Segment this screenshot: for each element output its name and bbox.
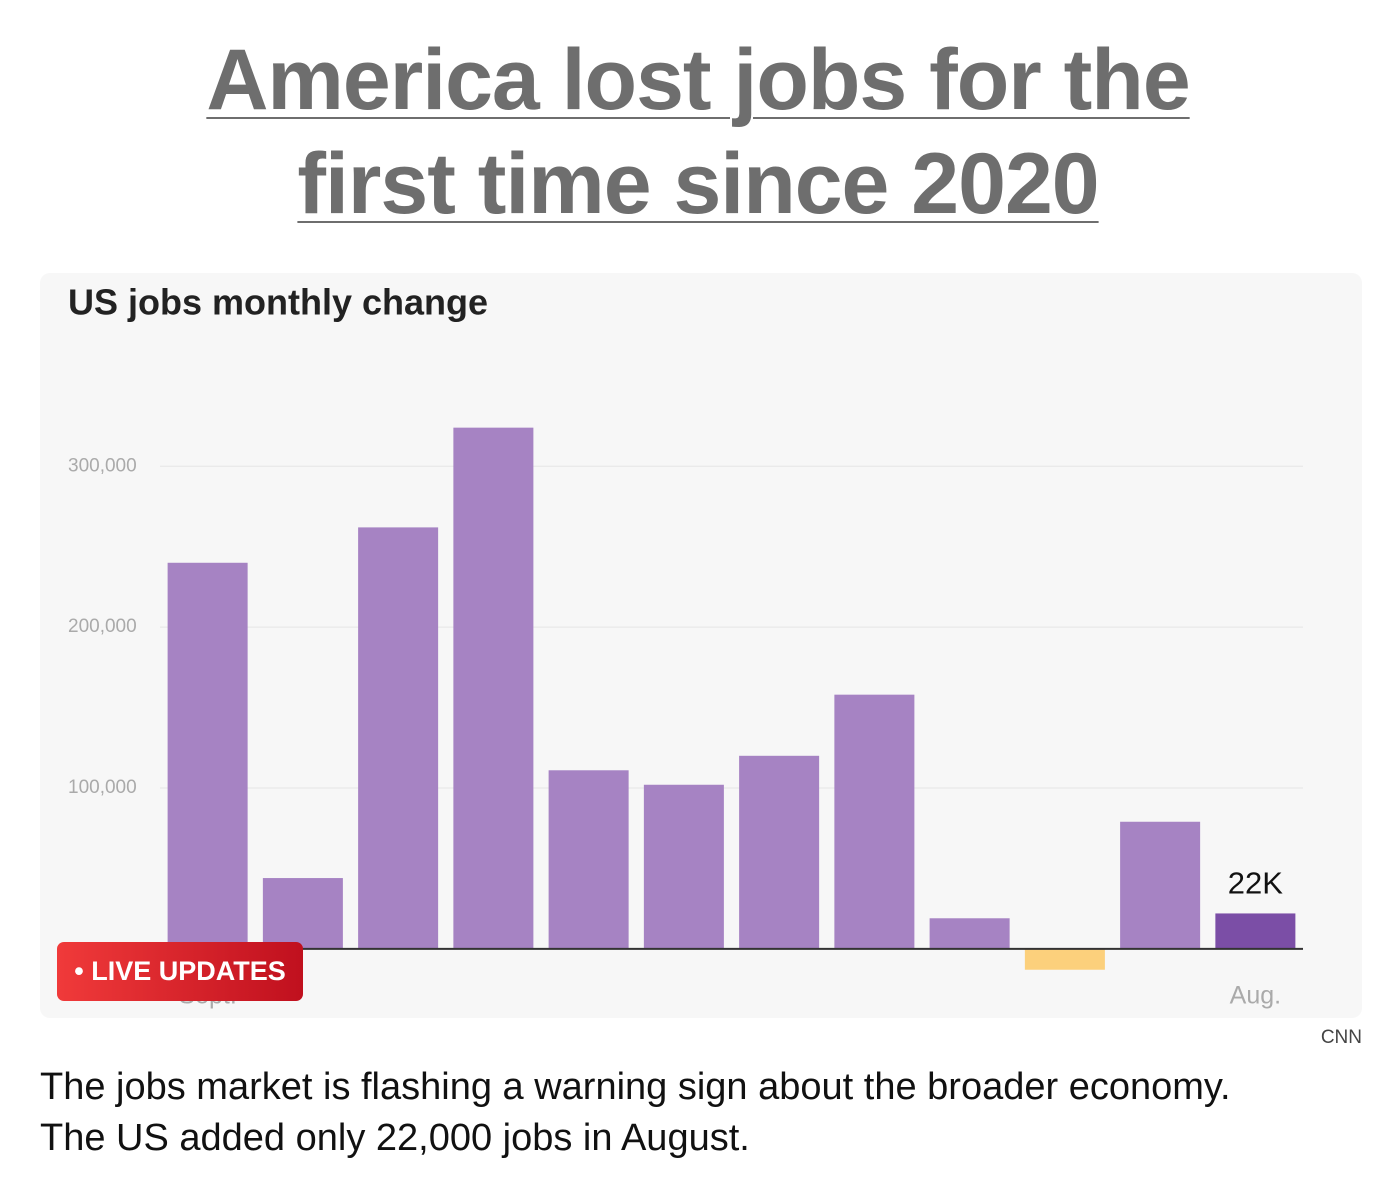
- badge-dot: •: [74, 956, 92, 986]
- bar: [1024, 948, 1105, 970]
- value-label: 22K: [1228, 866, 1283, 901]
- bar: [548, 770, 629, 949]
- chart: US jobs monthly change 100,000 200,000 300…: [40, 273, 1362, 1018]
- bar: [739, 755, 820, 949]
- bar: [1215, 913, 1296, 949]
- bar: [834, 694, 915, 949]
- x-tick-label: Aug.: [1230, 982, 1281, 1010]
- y-tick-label: 200,000: [68, 616, 137, 637]
- bar: [262, 878, 343, 949]
- chart-title: US jobs monthly change: [68, 282, 488, 323]
- caption: The jobs market is flashing a warning si…: [40, 1066, 1231, 1159]
- source: CNN: [1320, 1027, 1362, 1048]
- bar: [643, 784, 724, 949]
- headline[interactable]: America lost jobs for the first time sin…: [206, 32, 1190, 232]
- bar: [1120, 821, 1201, 949]
- live-updates-badge[interactable]: • LIVE UPDATES: [57, 942, 303, 1001]
- y-tick-label: 100,000: [68, 777, 137, 798]
- bar: [929, 918, 1010, 949]
- y-tick-label: 300,000: [68, 455, 137, 476]
- bar: [358, 527, 439, 949]
- bar: [167, 562, 248, 949]
- badge-text: LIVE UPDATES: [91, 956, 286, 986]
- bar: [453, 427, 534, 949]
